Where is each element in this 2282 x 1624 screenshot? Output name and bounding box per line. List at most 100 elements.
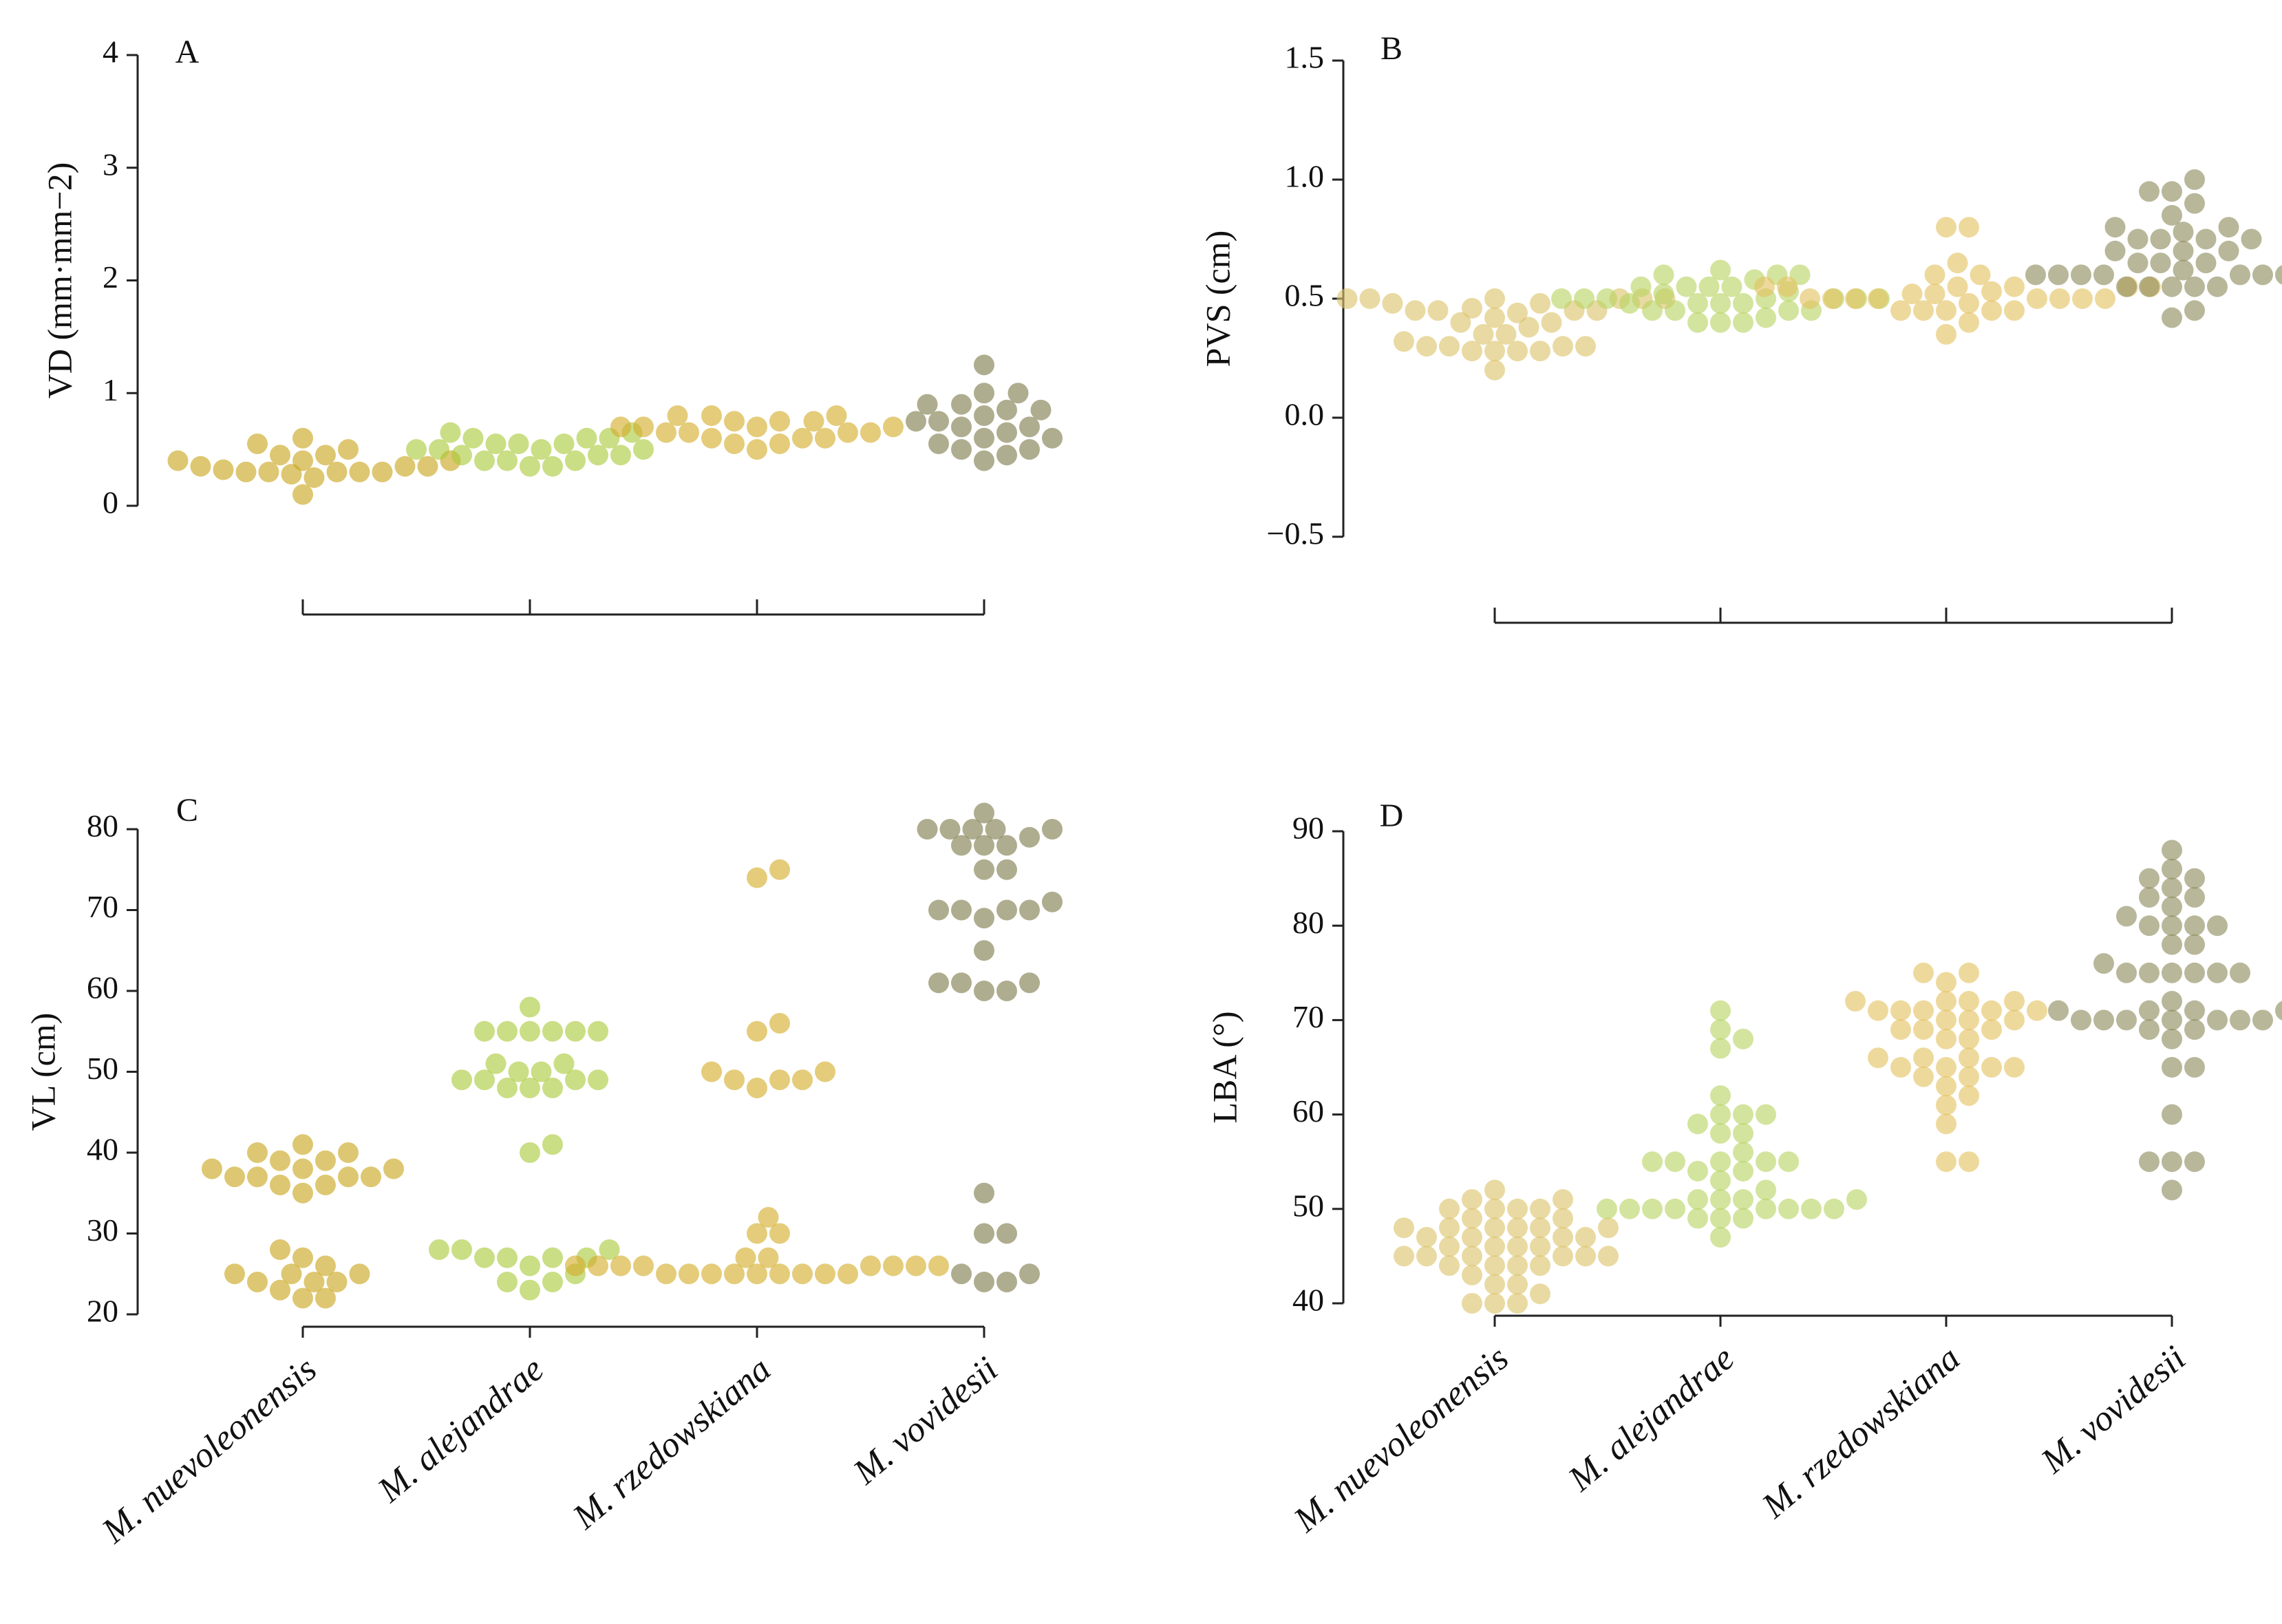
data-point bbox=[656, 422, 676, 443]
data-point bbox=[974, 1182, 994, 1204]
data-point bbox=[883, 416, 904, 438]
data-point bbox=[2162, 204, 2182, 226]
data-point bbox=[906, 1255, 926, 1276]
data-point bbox=[1416, 336, 1437, 357]
y-tick-label: 4 bbox=[103, 34, 118, 70]
data-point bbox=[996, 981, 1017, 1001]
data-point bbox=[1733, 1160, 1753, 1182]
panel-b: B −0.5 0.0 0.5 1.0 1.5 PVS (cm) bbox=[1198, 30, 2282, 624]
data-point bbox=[2104, 217, 2126, 238]
data-point bbox=[1462, 1226, 1482, 1248]
data-point bbox=[1822, 288, 1843, 309]
y-tick-label: 50 bbox=[87, 1051, 118, 1086]
data-point bbox=[1665, 1151, 1685, 1173]
data-point bbox=[2184, 868, 2205, 889]
data-point bbox=[1439, 1217, 1460, 1239]
data-point bbox=[1507, 1217, 1528, 1239]
y-tick-label: 70 bbox=[87, 889, 118, 924]
data-point bbox=[1019, 416, 1040, 438]
data-point bbox=[542, 1247, 563, 1268]
data-point bbox=[2127, 228, 2148, 250]
data-point bbox=[1778, 300, 1799, 321]
data-point bbox=[1710, 1123, 1731, 1144]
data-point bbox=[303, 467, 325, 489]
data-point bbox=[2162, 934, 2182, 955]
data-point bbox=[2127, 253, 2148, 274]
data-point bbox=[1450, 312, 1471, 333]
data-point bbox=[1382, 292, 1403, 314]
x-category-label: M. nuevoleonensis bbox=[1286, 1338, 1516, 1540]
data-point bbox=[2048, 264, 2069, 286]
data-point bbox=[1575, 1226, 1596, 1248]
data-point bbox=[2027, 288, 2047, 309]
x-category-label: M. rzedowskiana bbox=[565, 1349, 778, 1537]
data-point bbox=[292, 1158, 313, 1179]
data-point bbox=[565, 1021, 586, 1042]
data-point bbox=[2004, 300, 2025, 321]
x-category-label: M. nuevoleonensis bbox=[94, 1349, 324, 1551]
data-point bbox=[1710, 259, 1731, 281]
data-point bbox=[974, 383, 994, 404]
data-point bbox=[974, 1272, 994, 1292]
data-point bbox=[815, 427, 835, 449]
data-point bbox=[1778, 1151, 1799, 1173]
data-point bbox=[1484, 288, 1505, 309]
data-point bbox=[1800, 288, 1820, 309]
data-point bbox=[1936, 323, 1956, 345]
data-point bbox=[1890, 300, 1911, 321]
data-point bbox=[303, 1272, 325, 1292]
data-point bbox=[1981, 1019, 2002, 1040]
data-point bbox=[1030, 399, 1052, 420]
data-point bbox=[474, 450, 495, 471]
data-point bbox=[1553, 1226, 1573, 1248]
data-point bbox=[2162, 896, 2182, 917]
data-point bbox=[1687, 1160, 1708, 1182]
data-point bbox=[2139, 181, 2160, 202]
data-point bbox=[542, 1021, 563, 1042]
data-point bbox=[1959, 1151, 1979, 1173]
data-point bbox=[497, 1078, 518, 1098]
data-point bbox=[724, 411, 745, 432]
data-point bbox=[1597, 288, 1617, 309]
data-point bbox=[1733, 312, 1753, 333]
data-point bbox=[361, 1166, 381, 1188]
data-point bbox=[474, 1069, 495, 1091]
y-tick-label: 30 bbox=[87, 1212, 118, 1248]
y-tick-label: 0.0 bbox=[1285, 397, 1325, 432]
data-point bbox=[1462, 1208, 1482, 1229]
data-point bbox=[451, 445, 472, 466]
data-point bbox=[531, 1061, 552, 1082]
data-point bbox=[281, 464, 302, 485]
data-point bbox=[1959, 962, 1979, 983]
data-point bbox=[1484, 359, 1505, 381]
data-point bbox=[1824, 1198, 1844, 1219]
data-point bbox=[679, 1263, 699, 1285]
data-point bbox=[1890, 1019, 1911, 1040]
data-point bbox=[349, 1263, 370, 1285]
data-point bbox=[542, 1078, 563, 1098]
data-point bbox=[792, 427, 813, 449]
data-point bbox=[520, 1078, 540, 1098]
data-point bbox=[247, 1142, 268, 1163]
data-point bbox=[974, 427, 994, 449]
data-point bbox=[1710, 1019, 1731, 1040]
data-point bbox=[1947, 253, 1968, 274]
data-point bbox=[1733, 1104, 1753, 1125]
data-point bbox=[1687, 1113, 1708, 1135]
y-tick-label: 60 bbox=[1292, 1093, 1324, 1129]
data-point bbox=[747, 1223, 767, 1244]
data-point bbox=[1394, 331, 1414, 352]
data-point bbox=[440, 422, 461, 443]
data-point bbox=[974, 1223, 994, 1244]
data-point bbox=[1541, 312, 1562, 333]
data-point bbox=[2162, 181, 2182, 202]
data-point bbox=[1733, 292, 1753, 314]
data-point bbox=[1936, 1028, 1956, 1049]
data-point bbox=[1901, 284, 1923, 305]
data-point bbox=[974, 859, 994, 880]
x-category-label: M. vovidesii bbox=[2034, 1338, 2193, 1482]
data-point bbox=[701, 1263, 722, 1285]
data-point bbox=[2025, 264, 2046, 286]
data-point bbox=[224, 1263, 245, 1285]
data-point bbox=[1642, 1151, 1663, 1173]
